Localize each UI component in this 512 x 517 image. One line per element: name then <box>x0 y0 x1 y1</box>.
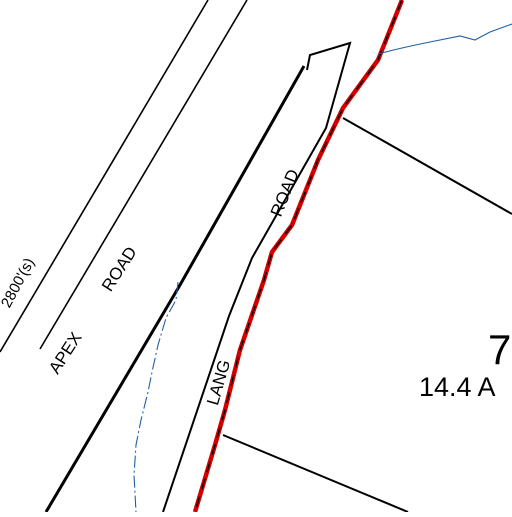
apex-road-label-road: ROAD <box>98 243 141 295</box>
apex-road-north-line <box>0 0 209 353</box>
stream-west <box>133 281 179 513</box>
parcel-south-line <box>222 434 409 513</box>
apex-road-label-apex: APEX <box>45 329 86 377</box>
parcel-area: 14.4 A <box>419 372 496 402</box>
lang-road-west-line <box>162 41 352 513</box>
parcel-number: 7 <box>488 326 511 373</box>
property-boundary <box>192 0 405 513</box>
apex-road-south-line <box>39 0 248 350</box>
boundary-dash-line <box>194 0 403 513</box>
stream-north <box>377 23 512 55</box>
apex-road-lines <box>0 0 248 353</box>
dimension-label: 2800'(s) <box>0 255 38 310</box>
streams <box>133 23 512 513</box>
parcel-lines <box>222 117 512 513</box>
apex-road-edge-line <box>44 65 306 513</box>
lang-road-lines <box>44 41 352 513</box>
parcel-north-line <box>342 117 512 215</box>
